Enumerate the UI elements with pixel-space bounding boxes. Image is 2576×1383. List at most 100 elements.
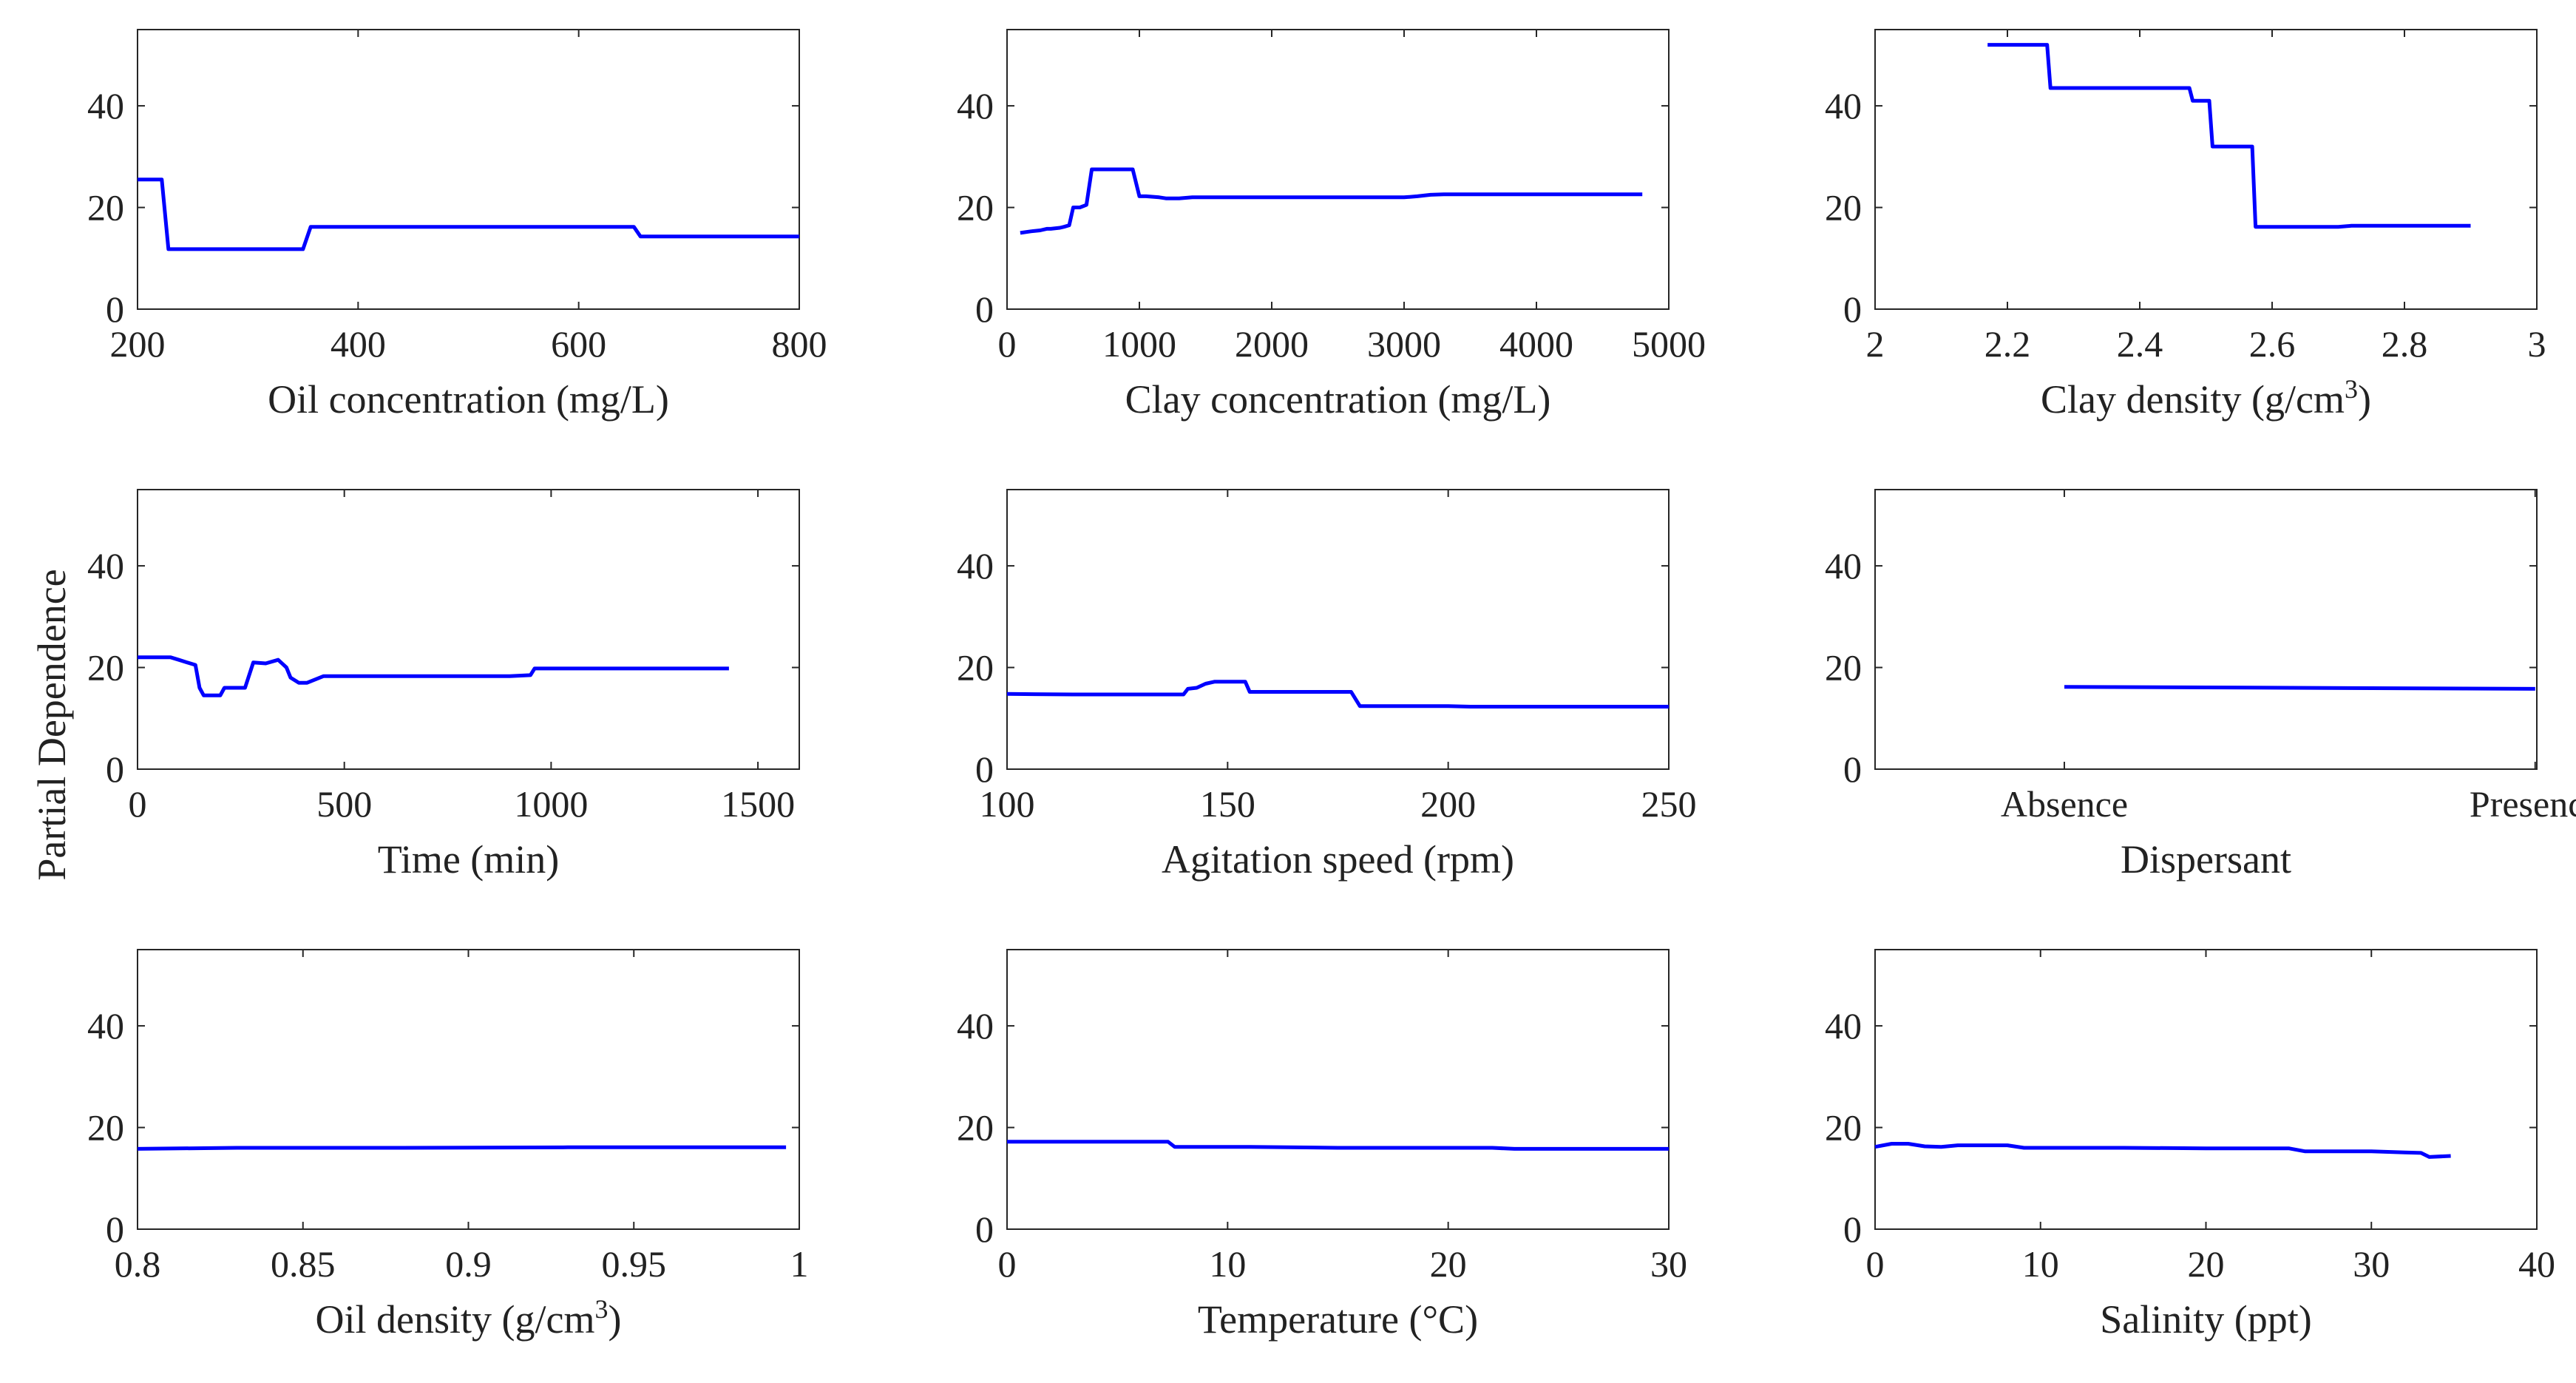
y-tick-label: 0 [975, 1208, 994, 1250]
x-tick-label: 250 [1641, 783, 1697, 825]
axes-frame [1874, 29, 2538, 310]
x-tick-label: 1500 [721, 783, 795, 825]
x-tick-label: 2000 [1235, 323, 1309, 365]
x-axis-label-tail: ) [2358, 377, 2371, 422]
x-tick-label: 100 [980, 783, 1035, 825]
subplot-9: 0 20 40 0 10 20 30 40 Salinity (ppt) [1825, 949, 2555, 1342]
axes-frame [137, 489, 800, 770]
y-tick-label: 40 [957, 545, 994, 586]
x-tick-label: 30 [2353, 1243, 2390, 1285]
x-axis-label: Clay concentration (mg/L) [1125, 377, 1551, 422]
series-line [1006, 680, 1669, 709]
x-tick-label: 20 [2188, 1243, 2225, 1285]
axes-frame [1006, 489, 1670, 770]
x-tick-label: 800 [772, 323, 827, 365]
y-tick-label: 40 [957, 85, 994, 126]
x-tick-label: 1000 [514, 783, 588, 825]
x-tick-label: 2.2 [1984, 323, 2031, 365]
x-tick-label: 1000 [1102, 323, 1176, 365]
y-tick-label: 0 [106, 748, 124, 790]
x-tick-label: 0 [998, 1243, 1017, 1285]
x-axis-label: Temperature (°C) [1198, 1297, 1478, 1342]
x-tick-label: 20 [1430, 1243, 1467, 1285]
y-tick-label: 0 [1843, 288, 1862, 330]
x-tick-label: 4000 [1499, 323, 1573, 365]
y-tick-label: 20 [957, 187, 994, 229]
y-tick-label: 0 [975, 748, 994, 790]
x-axis-label: Clay density (g/cm3) [2041, 374, 2371, 422]
x-tick-label: 0 [998, 323, 1017, 365]
y-tick-label: 0 [1843, 1208, 1862, 1250]
x-tick-label: 0 [1866, 1243, 1885, 1285]
x-tick-label: 2 [1866, 323, 1885, 365]
x-axis-label-superscript: 3 [2345, 374, 2358, 404]
x-tick-label: Presence [2470, 783, 2576, 825]
y-tick-label: 20 [957, 647, 994, 689]
y-tick-label: 0 [106, 288, 124, 330]
x-tick-label: 3 [2528, 323, 2546, 365]
x-tick-label: 40 [2518, 1243, 2555, 1285]
subplot-8: 0 20 40 0 10 20 30 Temperature (°C) [957, 949, 1687, 1342]
y-tick-label: 20 [87, 187, 124, 229]
y-tick-label: 40 [87, 1005, 124, 1046]
subplot-4: 0 20 40 0 500 1000 1500 Time (min) [87, 489, 800, 882]
x-axis-label: Oil concentration (mg/L) [268, 377, 669, 422]
x-tick-label: 1 [790, 1243, 809, 1285]
x-axis-label: Dispersant [2121, 837, 2291, 882]
subplot-1: 0 20 40 200 400 600 800 Oil concentration (mg/L… [87, 29, 827, 422]
axes-frame [1006, 29, 1670, 310]
y-tick-label: 40 [957, 1005, 994, 1046]
series-line [1007, 1140, 1669, 1151]
y-tick-label: 40 [1825, 85, 1862, 126]
x-tick-label: 2.6 [2249, 323, 2296, 365]
x-tick-label: 0 [129, 783, 147, 825]
x-axis-label: Time (min) [378, 837, 560, 882]
y-tick-label: 40 [1825, 545, 1862, 586]
series-line [137, 1145, 787, 1151]
x-tick-label: 5000 [1632, 323, 1706, 365]
y-tick-label: 20 [957, 1107, 994, 1149]
y-tick-label: 40 [87, 85, 124, 126]
subplot-7: 0 20 40 0.8 0.85 0.9 0.95 1 Oil density (g/cm3) [87, 949, 809, 1342]
x-tick-label: 10 [2022, 1243, 2059, 1285]
series-line [1987, 43, 2471, 229]
axes-frame [1874, 949, 2538, 1230]
x-tick-label: 2.4 [2117, 323, 2163, 365]
x-axis-label-superscript: 3 [594, 1294, 608, 1324]
x-tick-label: 500 [316, 783, 372, 825]
series-line [138, 177, 799, 251]
x-tick-label: 0.85 [271, 1243, 336, 1285]
x-tick-label: 150 [1200, 783, 1255, 825]
x-axis-label: Salinity (ppt) [2100, 1297, 2311, 1342]
axes-frame [137, 29, 800, 310]
x-tick-label: 10 [1209, 1243, 1246, 1285]
x-axis-label: Agitation speed (rpm) [1162, 837, 1514, 882]
series-line [2064, 685, 2535, 691]
x-tick-label: 2.8 [2382, 323, 2428, 365]
series-line [1020, 167, 1643, 235]
x-tick-label: Absence [2001, 783, 2128, 825]
y-tick-label: 0 [975, 288, 994, 330]
axes-frame [1006, 949, 1670, 1230]
y-tick-label: 20 [1825, 647, 1862, 689]
subplot-6: 0 20 40 Absence Presence Dispersant [1825, 489, 2576, 882]
x-tick-label: 0.9 [445, 1243, 492, 1285]
axes-frame [137, 949, 800, 1230]
x-tick-label: 0.95 [602, 1243, 667, 1285]
x-tick-label: 200 [110, 323, 166, 365]
y-tick-label: 40 [87, 545, 124, 586]
x-tick-label: 0.8 [115, 1243, 161, 1285]
x-tick-label: 600 [551, 323, 606, 365]
y-tick-label: 20 [87, 1107, 124, 1149]
y-tick-label: 40 [1825, 1005, 1862, 1046]
subplot-5: 0 20 40 100 150 200 250 Agitation speed (rpm) [957, 489, 1697, 882]
y-tick-label: 20 [87, 647, 124, 689]
y-tick-label: 0 [106, 1208, 124, 1250]
x-tick-label: 200 [1420, 783, 1476, 825]
x-tick-label: 3000 [1367, 323, 1441, 365]
x-axis-label-tail: ) [608, 1297, 621, 1342]
y-tick-label: 20 [1825, 187, 1862, 229]
axes-frame [1874, 489, 2538, 770]
